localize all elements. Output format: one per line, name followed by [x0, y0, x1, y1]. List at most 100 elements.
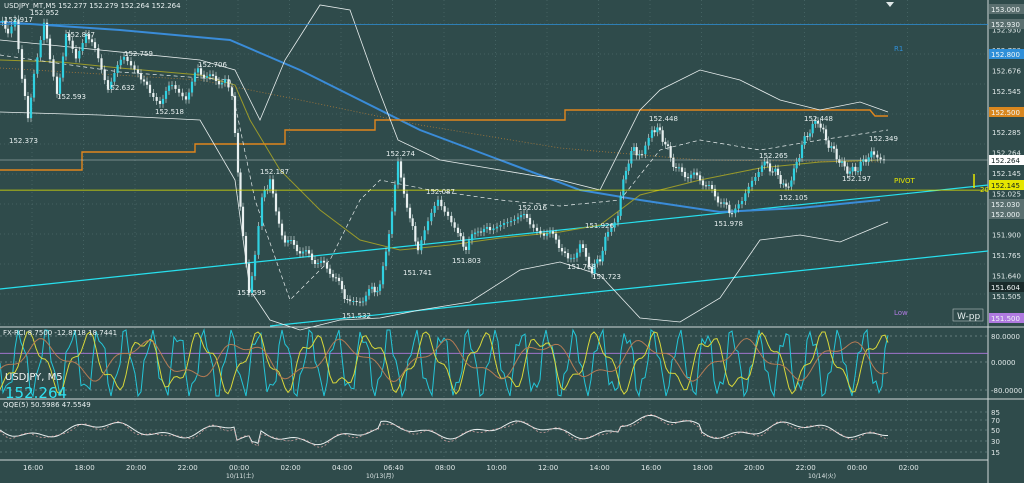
qqe-line — [0, 414, 889, 446]
candle-body — [840, 161, 844, 163]
candle-body — [713, 188, 717, 197]
price-annotation: 152.632 — [106, 84, 135, 92]
candle-body — [640, 154, 644, 156]
candle-body — [656, 127, 659, 133]
candle-body — [193, 72, 197, 82]
candle-body — [286, 240, 290, 243]
candle-body — [301, 251, 305, 254]
trendline-lower — [269, 250, 989, 327]
candle-body — [808, 133, 812, 137]
candle-body — [630, 151, 633, 164]
candle-body — [217, 81, 221, 85]
rci-caption: FX-RCI 8.7500 -12.8718 18.7441 — [3, 329, 117, 337]
candle-body — [116, 65, 119, 74]
candle-body — [236, 133, 240, 173]
candle-body — [113, 73, 116, 82]
candle-body — [328, 268, 332, 274]
candle-body — [800, 144, 804, 158]
candle-body — [126, 56, 129, 62]
candle-body — [196, 68, 200, 73]
price-annotation: 152.187 — [260, 168, 289, 176]
candle-body — [587, 256, 591, 268]
candle-body — [782, 183, 785, 185]
price-axis-panel — [988, 0, 1024, 483]
candle-body — [414, 226, 417, 242]
candle-body — [367, 289, 371, 296]
rci-series — [0, 328, 889, 398]
candle-body — [686, 177, 690, 179]
candle-body — [750, 180, 754, 187]
candle-body — [792, 168, 796, 181]
candle-body — [754, 176, 757, 181]
price-tag-label: 152.000 — [991, 211, 1020, 219]
candle-body — [142, 79, 146, 82]
candle-body — [616, 215, 620, 223]
price-tag-box — [989, 199, 1024, 209]
candle-body — [669, 146, 672, 158]
candle-body — [440, 199, 443, 207]
candle-body — [613, 222, 616, 228]
candle-body — [528, 217, 532, 225]
candle-body — [277, 211, 281, 224]
candle-body — [843, 161, 846, 167]
candle-body — [516, 217, 520, 220]
candle-body — [658, 127, 662, 131]
price-tick-label: 152.930 — [992, 27, 1021, 35]
candle-body — [29, 97, 33, 119]
candle-body — [68, 33, 71, 41]
low-label: Low — [894, 309, 908, 317]
candle-body — [227, 79, 230, 88]
candle-body — [48, 38, 52, 60]
candle-body — [58, 77, 62, 94]
candle-body — [71, 40, 74, 49]
candle-body — [337, 277, 341, 282]
candle-body — [532, 224, 535, 228]
time-tick-label: 22:00 — [178, 464, 198, 472]
price-label: 152.264 — [5, 384, 67, 402]
price-annotation: 152.706 — [198, 61, 227, 69]
candle-body — [774, 168, 777, 172]
candle-body — [26, 96, 30, 119]
rci-slow — [0, 337, 889, 383]
candle-body — [13, 19, 17, 27]
candle-body — [233, 96, 237, 134]
candle-body — [862, 159, 865, 162]
candle-body — [506, 222, 509, 224]
candle-body — [289, 240, 293, 242]
candle-body — [152, 92, 155, 98]
price-tag-box — [989, 209, 1024, 219]
price-annotation: 151.768 — [567, 263, 596, 271]
candle-body — [370, 286, 374, 290]
price-tag-label: 152.145 — [991, 182, 1020, 190]
candle-body — [566, 253, 570, 259]
candle-body — [122, 56, 126, 60]
rci-tick-label: 80.0000 — [991, 333, 1020, 341]
time-tick-label: 16:00 — [641, 464, 661, 472]
candle-body — [378, 284, 382, 291]
time-tick-label: 02:00 — [899, 464, 919, 472]
candle-body — [399, 161, 403, 178]
candle-body — [584, 248, 588, 257]
candle-body — [298, 251, 302, 254]
candle-body — [39, 40, 42, 58]
price-annotation: 152.274 — [386, 150, 415, 158]
candle-body — [310, 253, 314, 261]
candle-body — [870, 151, 873, 158]
candle-body — [632, 147, 636, 152]
price-annotation: 152.448 — [804, 115, 833, 123]
qqe-tick-label: 15 — [991, 449, 1000, 457]
candle-body — [795, 161, 798, 169]
candle-body — [230, 87, 234, 97]
candle-body — [479, 231, 483, 233]
candle-body — [482, 228, 486, 233]
candle-body — [239, 172, 242, 207]
scroll-arrow-icon[interactable] — [886, 2, 894, 7]
candle-body — [492, 228, 495, 231]
band-upper — [0, 4, 889, 191]
candle-body — [90, 39, 94, 43]
price-tag-box — [989, 313, 1024, 323]
price-annotation: 152.105 — [779, 194, 808, 202]
